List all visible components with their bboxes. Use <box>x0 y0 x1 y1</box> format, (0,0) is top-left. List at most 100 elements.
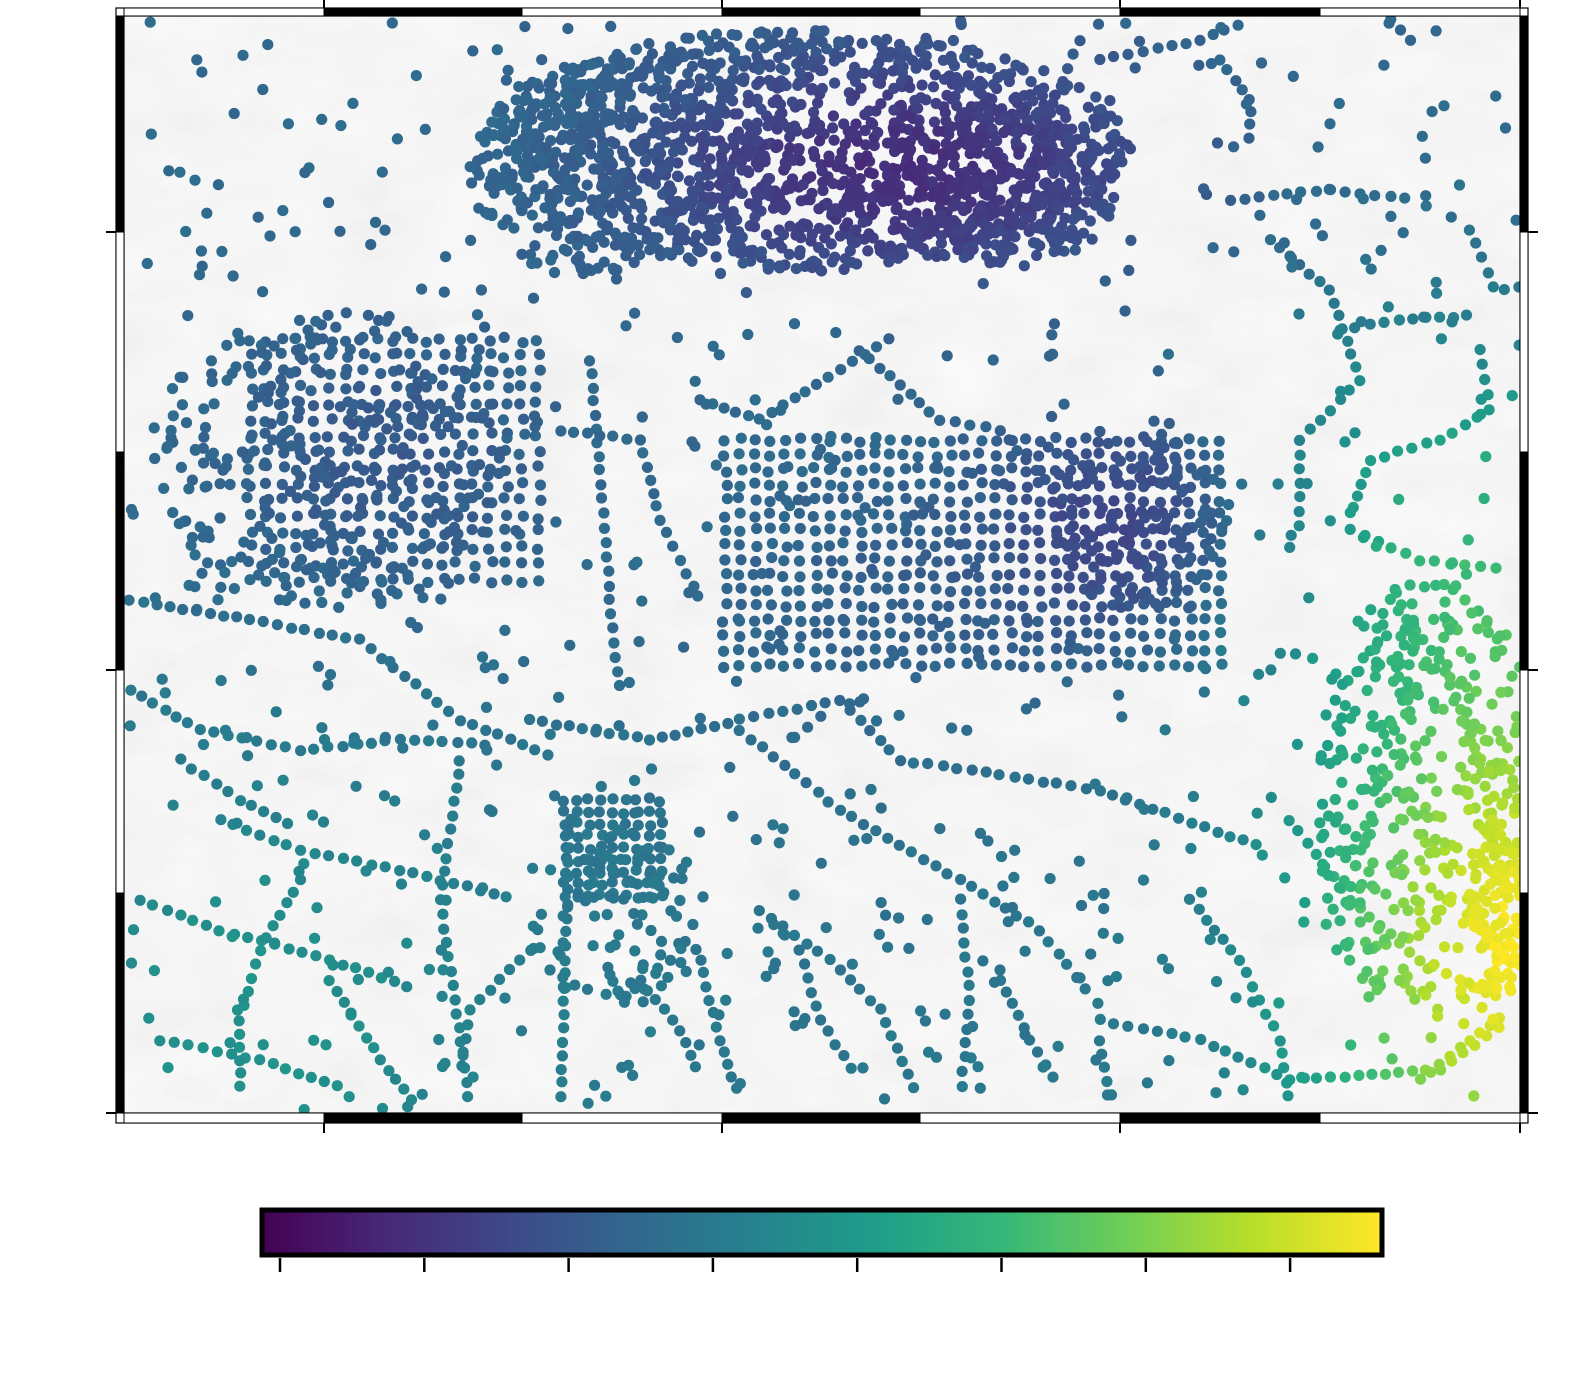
station-point-1978 <box>467 428 479 440</box>
station-point-2394 <box>352 382 364 394</box>
station-point-4850 <box>1334 915 1346 927</box>
station-point-2086 <box>372 528 385 540</box>
station-point-4179 <box>1063 132 1075 144</box>
station-point-3312 <box>922 757 934 770</box>
station-point-4411 <box>614 189 626 201</box>
station-point-2358 <box>242 360 254 373</box>
station-point-1791 <box>724 164 736 176</box>
station-point-2861 <box>795 631 807 643</box>
station-point-4254 <box>473 344 485 356</box>
station-point-4488 <box>979 617 991 629</box>
station-point-1686 <box>662 247 674 259</box>
station-point-2744 <box>1077 571 1089 584</box>
station-point-2729 <box>855 571 867 584</box>
station-point-4114 <box>671 331 684 344</box>
station-point-4634 <box>1020 703 1032 715</box>
station-point-1848 <box>572 230 584 242</box>
station-point-1566 <box>912 174 924 186</box>
station-point-4762 <box>1410 740 1422 752</box>
station-point-2113 <box>500 541 512 553</box>
station-point-3099 <box>594 818 606 831</box>
station-point-4219 <box>1397 227 1409 239</box>
station-point-4705 <box>1409 993 1421 1005</box>
station-point-1761 <box>596 92 608 104</box>
station-point-3746 <box>700 981 712 993</box>
station-point-1699 <box>545 254 557 266</box>
station-point-2942 <box>990 659 1002 671</box>
station-point-1815 <box>594 129 606 141</box>
station-point-3095 <box>654 807 666 819</box>
station-point-1519 <box>1010 136 1022 148</box>
station-point-1552 <box>1056 220 1068 232</box>
station-point-4390 <box>594 194 606 206</box>
station-point-4250 <box>901 50 913 62</box>
station-point-2502 <box>1020 466 1032 478</box>
station-point-3928 <box>810 1000 822 1012</box>
station-point-1834 <box>653 72 665 84</box>
station-point-4801 <box>1463 804 1475 816</box>
station-point-2625 <box>824 523 836 535</box>
station-point-4238 <box>1253 668 1265 680</box>
station-point-4233 <box>1428 696 1440 708</box>
station-point-4317 <box>564 639 576 651</box>
station-point-2831 <box>856 614 868 626</box>
station-point-2953 <box>1153 660 1165 672</box>
station-point-2411 <box>297 354 309 366</box>
station-point-1831 <box>564 214 577 226</box>
station-point-4553 <box>1265 664 1277 676</box>
station-point-3215 <box>525 944 537 957</box>
station-point-3562 <box>660 526 673 539</box>
station-point-1209 <box>721 208 733 221</box>
station-point-2803 <box>943 600 955 613</box>
station-point-3558 <box>645 474 657 486</box>
station-point-2098 <box>260 543 272 556</box>
station-point-2185 <box>316 596 328 609</box>
station-point-1883 <box>471 352 483 364</box>
station-point-2139 <box>308 571 320 584</box>
station-point-3294 <box>695 723 707 735</box>
station-point-4256 <box>1019 1029 1031 1041</box>
station-point-4421 <box>1118 524 1130 536</box>
station-point-808 <box>1102 143 1114 155</box>
station-point-1533 <box>1034 218 1046 230</box>
station-point-2453 <box>794 448 806 460</box>
station-point-4854 <box>1339 700 1351 712</box>
station-point-3070 <box>1069 550 1081 562</box>
station-point-2369 <box>320 495 332 507</box>
station-point-2435 <box>1034 436 1047 448</box>
station-point-3972 <box>1019 945 1031 957</box>
station-point-2363 <box>263 507 275 519</box>
station-point-3192 <box>653 870 665 882</box>
station-point-2807 <box>1004 600 1017 612</box>
station-point-3841 <box>1483 404 1495 416</box>
station-point-3296 <box>722 717 734 730</box>
station-point-3367 <box>505 733 517 745</box>
station-point-2345 <box>365 474 378 486</box>
station-point-1729 <box>511 182 523 194</box>
station-point-1129 <box>794 249 806 261</box>
station-point-575 <box>801 194 813 206</box>
station-point-4105 <box>672 234 684 246</box>
station-point-873 <box>720 107 732 119</box>
station-point-3344 <box>218 610 230 622</box>
station-point-4926 <box>1372 923 1384 935</box>
station-point-2966 <box>1056 510 1068 522</box>
station-point-2673 <box>1034 537 1046 549</box>
station-point-2938 <box>929 660 941 673</box>
station-point-4831 <box>1340 823 1352 835</box>
station-point-4389 <box>391 133 403 145</box>
station-point-2297 <box>457 479 470 491</box>
station-point-1185 <box>706 234 718 247</box>
station-point-1921 <box>469 381 481 393</box>
station-point-2934 <box>869 658 881 670</box>
station-point-1527 <box>1015 108 1027 120</box>
station-point-3285 <box>576 723 588 735</box>
station-point-4437 <box>590 723 603 736</box>
station-point-4628 <box>259 874 271 887</box>
station-point-3299 <box>763 707 775 719</box>
station-point-2652 <box>719 538 731 550</box>
station-point-3317 <box>993 769 1005 781</box>
station-point-4093 <box>934 620 946 633</box>
station-point-3082 <box>607 793 619 805</box>
station-point-3427 <box>1232 1051 1244 1063</box>
